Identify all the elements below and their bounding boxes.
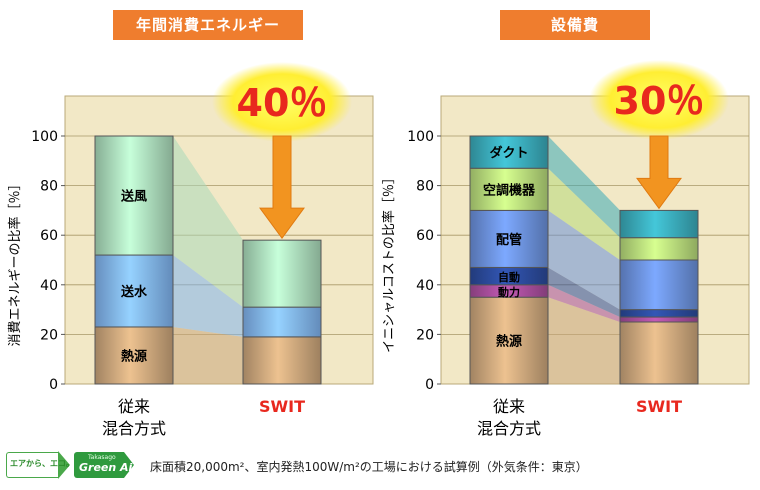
connector-band bbox=[548, 297, 620, 384]
energy-chart-title: 年間消費エネルギー bbox=[113, 10, 303, 40]
bar-segment bbox=[94, 135, 174, 256]
cost-chart-ylabel: イニシャルコストの比率［％］ bbox=[381, 171, 397, 353]
category-label: 従来 bbox=[118, 397, 150, 416]
category-label: SWIT bbox=[259, 397, 305, 416]
bar-segment bbox=[242, 336, 322, 385]
bar-segment bbox=[242, 239, 322, 308]
y-tick-label: 80 bbox=[40, 179, 58, 195]
category-label: SWIT bbox=[636, 397, 682, 416]
connector-band bbox=[548, 168, 620, 260]
category-label: 従来 bbox=[493, 397, 525, 416]
segment-label: 配管 bbox=[496, 232, 522, 248]
connector-band bbox=[548, 210, 620, 310]
reduction-arrow bbox=[636, 135, 682, 210]
connector-band bbox=[548, 136, 620, 238]
category-label: 混合方式 bbox=[102, 419, 166, 438]
reduction-label: 40％ bbox=[237, 81, 328, 125]
y-tick-label: 100 bbox=[407, 129, 434, 145]
y-tick-label: 80 bbox=[416, 179, 434, 195]
segment-label: 動力 bbox=[498, 285, 520, 299]
y-tick-label: 0 bbox=[425, 377, 434, 393]
reduction-arrow bbox=[259, 135, 305, 240]
green-air-logo: Takasago Green Air bbox=[74, 452, 138, 478]
bar-segment bbox=[469, 135, 549, 169]
y-tick-label: 20 bbox=[416, 327, 434, 343]
connector-band bbox=[173, 326, 243, 384]
segment-label: 自動 bbox=[498, 270, 520, 284]
bar-segment bbox=[94, 254, 174, 328]
cost-chart-title: 設備費 bbox=[500, 10, 650, 40]
connector-band bbox=[173, 136, 243, 308]
bar-segment bbox=[469, 167, 549, 211]
bar-segment bbox=[619, 259, 699, 311]
bar-segment bbox=[469, 209, 549, 268]
connector-band bbox=[548, 267, 620, 318]
eco-arrow-badge: エアから、エコ。 bbox=[6, 451, 74, 479]
bar-segment bbox=[619, 209, 699, 239]
bar-segment bbox=[619, 237, 699, 261]
y-tick-label: 0 bbox=[49, 377, 58, 393]
bar-segment bbox=[619, 316, 699, 323]
segment-label: 送風 bbox=[120, 189, 147, 205]
y-tick-label: 40 bbox=[416, 278, 434, 294]
bar-segment bbox=[94, 326, 174, 385]
y-tick-label: 60 bbox=[40, 228, 58, 244]
bar-segment bbox=[242, 306, 322, 338]
segment-label: 送水 bbox=[120, 284, 148, 300]
highlight-halo bbox=[212, 62, 352, 142]
energy-chart-ylabel: 消費エネルギーの比率［％］ bbox=[7, 177, 23, 346]
highlight-halo bbox=[589, 60, 729, 140]
logo-small-text: Takasago bbox=[88, 454, 116, 461]
reduction-label: 30％ bbox=[614, 79, 705, 123]
connector-band bbox=[548, 284, 620, 322]
category-label: 混合方式 bbox=[477, 419, 541, 438]
connector-band bbox=[173, 255, 243, 337]
segment-label: 熱源 bbox=[121, 348, 147, 364]
segment-label: 空調機器 bbox=[483, 182, 536, 198]
bar-segment bbox=[619, 309, 699, 318]
segment-label: ダクト bbox=[489, 145, 528, 161]
bar-segment bbox=[619, 321, 699, 385]
y-tick-label: 20 bbox=[40, 327, 58, 343]
y-tick-label: 40 bbox=[40, 278, 58, 294]
bar-segment bbox=[469, 296, 549, 385]
y-tick-label: 100 bbox=[31, 129, 58, 145]
footer: エアから、エコ。 Takasago Green Air 床面積20,000m²、… bbox=[0, 448, 760, 488]
footnote: 床面積20,000m²、室内発熱100W/m²の工場における試算例（外気条件：東… bbox=[150, 460, 588, 474]
y-tick-label: 60 bbox=[416, 228, 434, 244]
logo-big-text: Green Air bbox=[79, 461, 138, 474]
segment-label: 熱源 bbox=[496, 334, 522, 350]
eco-badge-label: エアから、エコ。 bbox=[10, 459, 74, 468]
